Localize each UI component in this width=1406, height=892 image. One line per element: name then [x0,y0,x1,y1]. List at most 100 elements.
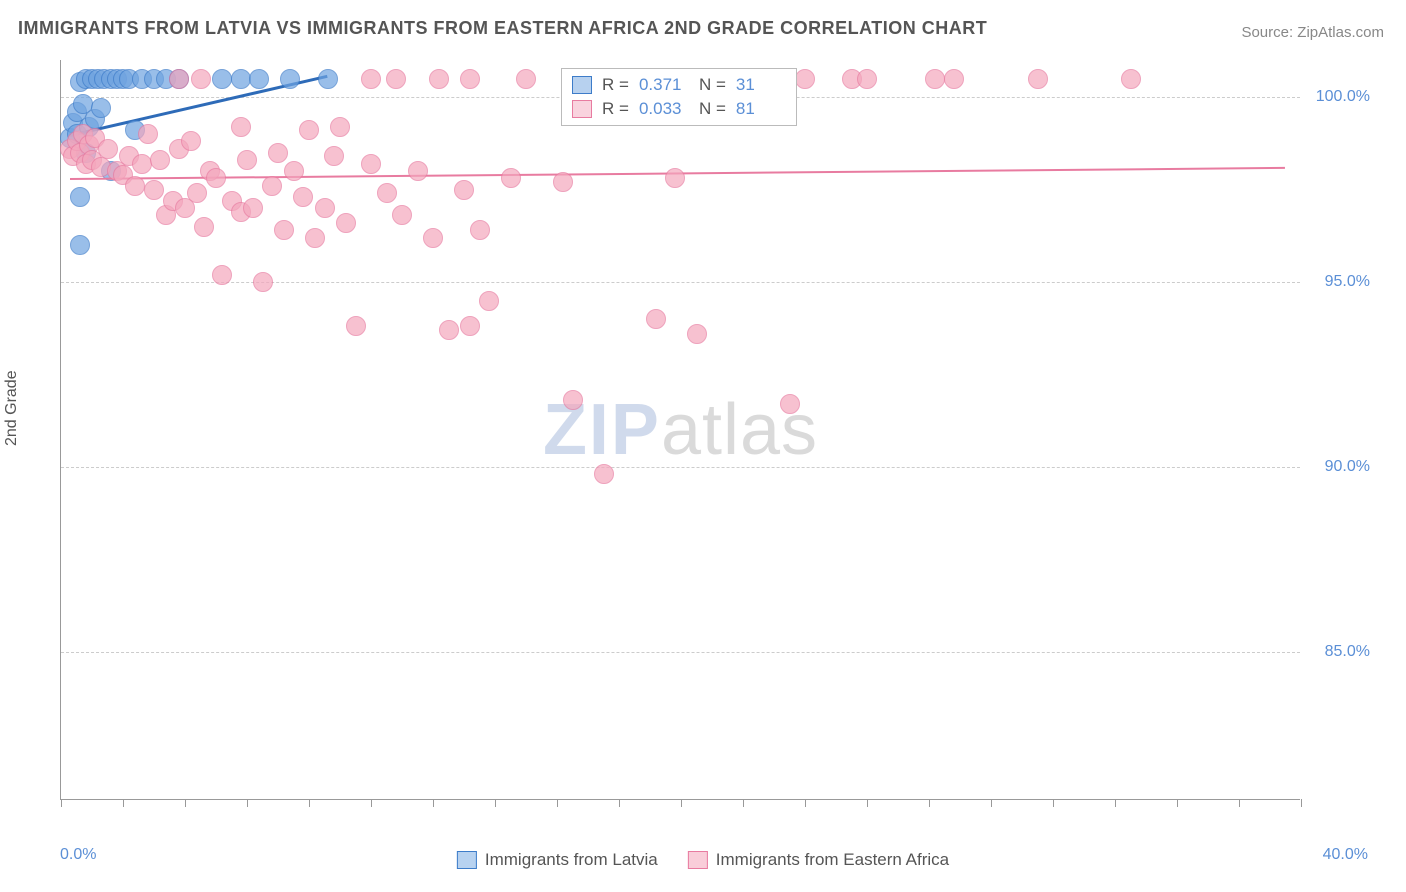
plot-area: ZIPatlas 85.0%90.0%95.0%100.0%R =0.371N … [60,60,1300,800]
legend-swatch [572,100,592,118]
data-point [98,139,118,159]
stat-n-value: 81 [736,99,786,119]
x-axis-max-label: 40.0% [1323,846,1368,864]
x-tick [123,799,124,807]
x-tick [185,799,186,807]
stat-r-label: R = [602,99,629,119]
x-tick [619,799,620,807]
watermark: ZIPatlas [543,389,818,471]
gridline [61,282,1300,283]
stat-n-label: N = [699,99,726,119]
data-point [70,235,90,255]
y-tick-label: 100.0% [1316,88,1370,106]
data-point [1028,69,1048,89]
x-tick [1053,799,1054,807]
data-point [780,394,800,414]
data-point [237,150,257,170]
legend-swatch [688,851,708,869]
x-tick [371,799,372,807]
chart-title: IMMIGRANTS FROM LATVIA VS IMMIGRANTS FRO… [18,18,987,39]
x-tick [495,799,496,807]
data-point [423,228,443,248]
data-point [563,390,583,410]
stats-row: R =0.033N =81 [572,97,786,121]
data-point [439,320,459,340]
y-tick-label: 85.0% [1325,643,1370,661]
data-point [268,143,288,163]
data-point [318,69,338,89]
data-point [150,150,170,170]
data-point [324,146,344,166]
data-point [665,168,685,188]
stat-n-label: N = [699,75,726,95]
x-tick [433,799,434,807]
legend-label: Immigrants from Eastern Africa [716,850,949,870]
data-point [553,172,573,192]
x-tick [1177,799,1178,807]
data-point [361,69,381,89]
stat-r-value: 0.371 [639,75,689,95]
data-point [212,69,232,89]
data-point [460,69,480,89]
x-tick [309,799,310,807]
x-tick [991,799,992,807]
bottom-legend: Immigrants from Latvia Immigrants from Ea… [457,850,949,870]
legend-label: Immigrants from Latvia [485,850,658,870]
data-point [330,117,350,137]
stats-box: R =0.371N =31R =0.033N =81 [561,68,797,126]
data-point [299,120,319,140]
x-tick [743,799,744,807]
data-point [346,316,366,336]
x-tick [1301,799,1302,807]
x-tick [557,799,558,807]
legend-swatch [572,76,592,94]
data-point [280,69,300,89]
data-point [1121,69,1141,89]
gridline [61,467,1300,468]
data-point [479,291,499,311]
data-point [429,69,449,89]
data-point [91,98,111,118]
data-point [243,198,263,218]
y-axis-title: 2nd Grade [3,370,21,446]
data-point [454,180,474,200]
data-point [470,220,490,240]
source-attribution: Source: ZipAtlas.com [1241,24,1384,41]
data-point [408,161,428,181]
data-point [194,217,214,237]
data-point [231,117,251,137]
data-point [361,154,381,174]
data-point [336,213,356,233]
data-point [305,228,325,248]
x-tick [247,799,248,807]
data-point [206,168,226,188]
data-point [169,69,189,89]
data-point [392,205,412,225]
x-tick [867,799,868,807]
data-point [944,69,964,89]
data-point [144,180,164,200]
y-tick-label: 95.0% [1325,273,1370,291]
data-point [253,272,273,292]
stat-n-value: 31 [736,75,786,95]
data-point [191,69,211,89]
data-point [231,69,251,89]
data-point [70,187,90,207]
data-point [386,69,406,89]
data-point [857,69,877,89]
y-tick-label: 90.0% [1325,458,1370,476]
stats-row: R = 0.371 N = 31 [572,73,786,97]
data-point [262,176,282,196]
data-point [925,69,945,89]
x-tick [1239,799,1240,807]
data-point [315,198,335,218]
data-point [125,176,145,196]
x-tick [1115,799,1116,807]
data-point [501,168,521,188]
x-tick [929,799,930,807]
stat-r-label: R = [602,75,629,95]
legend-item: Immigrants from Eastern Africa [688,850,949,870]
data-point [516,69,536,89]
x-axis-min-label: 0.0% [60,846,96,864]
x-tick [681,799,682,807]
